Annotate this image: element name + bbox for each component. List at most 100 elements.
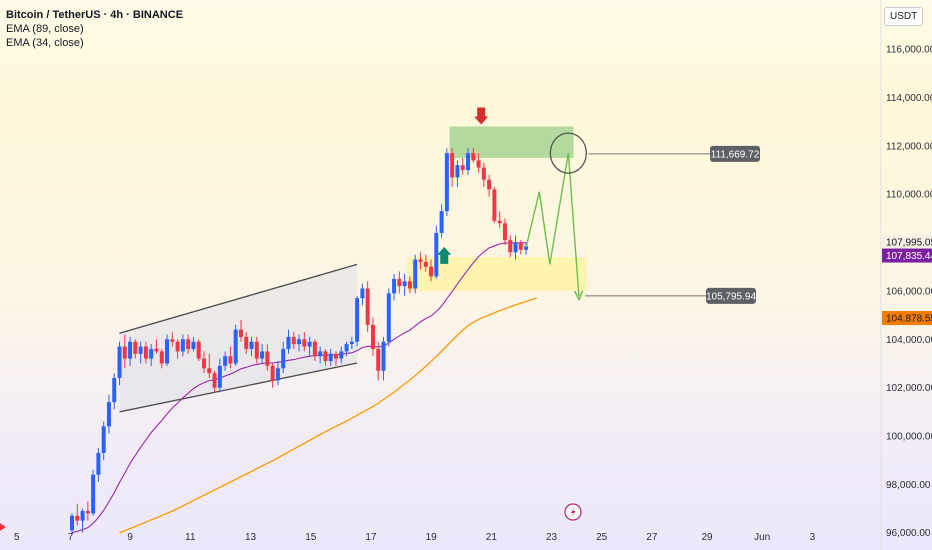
candle[interactable] [138, 341, 143, 364]
ema-89-legend[interactable]: EMA (89, close) [6, 23, 84, 35]
candle[interactable] [249, 336, 254, 357]
candle[interactable] [275, 361, 280, 386]
candle[interactable] [386, 288, 391, 347]
candle[interactable] [508, 235, 513, 258]
candle[interactable] [502, 218, 507, 245]
candle[interactable] [149, 344, 154, 366]
candle[interactable] [418, 252, 423, 270]
candle[interactable] [223, 351, 228, 371]
candle[interactable] [513, 235, 518, 260]
candle[interactable] [307, 336, 312, 357]
candle[interactable] [80, 508, 85, 533]
candle[interactable] [244, 332, 249, 354]
candle[interactable] [122, 334, 127, 369]
candle[interactable] [407, 276, 412, 294]
ema-34-line[interactable] [71, 242, 527, 534]
candle[interactable] [487, 174, 492, 197]
candle[interactable] [260, 344, 265, 364]
candle[interactable] [180, 334, 185, 357]
candle[interactable] [85, 501, 90, 521]
candle[interactable] [96, 448, 101, 482]
candle[interactable] [238, 319, 243, 342]
channel-upper-line[interactable] [119, 263, 358, 334]
candle[interactable] [128, 336, 133, 366]
candle[interactable] [117, 341, 122, 386]
channel-lower-line[interactable] [119, 362, 358, 413]
candle[interactable] [159, 348, 164, 369]
candle[interactable] [397, 271, 402, 294]
candle[interactable] [423, 254, 428, 272]
candle[interactable] [101, 421, 106, 461]
target-price-label[interactable]: 111,669.72 [710, 145, 760, 162]
candle[interactable] [439, 203, 444, 238]
candle[interactable] [265, 344, 270, 371]
candle[interactable] [106, 394, 111, 434]
candle[interactable] [518, 240, 523, 255]
candle[interactable] [154, 339, 159, 354]
candle[interactable] [286, 329, 291, 354]
candle[interactable] [233, 324, 238, 366]
candle[interactable] [323, 348, 328, 366]
candle[interactable] [133, 339, 138, 359]
support-price-label[interactable]: 105,795.94 [706, 287, 756, 304]
candle[interactable] [75, 503, 80, 526]
candle[interactable] [481, 162, 486, 187]
candle[interactable] [339, 346, 344, 364]
candle[interactable] [186, 334, 191, 354]
candle[interactable] [291, 332, 296, 349]
candle[interactable] [212, 370, 217, 393]
candle[interactable] [270, 363, 275, 388]
support-zone[interactable] [407, 257, 587, 291]
candle[interactable] [254, 336, 259, 364]
candle[interactable] [492, 186, 497, 224]
candle[interactable] [370, 317, 375, 357]
ema-34-legend[interactable]: EMA (34, close) [6, 37, 84, 49]
candle[interactable] [328, 348, 333, 366]
candle[interactable] [344, 341, 349, 357]
candle[interactable] [376, 341, 381, 381]
candle[interactable] [460, 157, 465, 175]
candle[interactable] [91, 469, 96, 516]
candle[interactable] [312, 339, 317, 362]
candle[interactable] [355, 295, 360, 347]
candle[interactable] [191, 336, 196, 352]
ema89-price-tag[interactable]: 104,878.55 [882, 311, 932, 326]
currency-selector[interactable]: USDT [884, 7, 924, 26]
candle[interactable] [471, 148, 476, 163]
target-circle[interactable] [549, 132, 587, 174]
candle[interactable] [455, 160, 460, 187]
ema34-price-tag[interactable]: 107,835.44 [882, 248, 932, 263]
candle[interactable] [381, 336, 386, 381]
candle[interactable] [297, 334, 302, 352]
candle[interactable] [434, 225, 439, 279]
candle[interactable] [170, 332, 175, 347]
candle[interactable] [392, 274, 397, 301]
candle[interactable] [112, 373, 117, 410]
candle[interactable] [413, 254, 418, 294]
candle[interactable] [466, 148, 470, 175]
candle[interactable] [196, 339, 201, 362]
candle[interactable] [202, 351, 206, 374]
candle[interactable] [302, 332, 307, 352]
candle[interactable] [217, 358, 222, 393]
candle[interactable] [165, 334, 170, 366]
candle[interactable] [334, 351, 338, 366]
candle[interactable] [450, 148, 455, 187]
candle[interactable] [281, 341, 286, 374]
candle[interactable] [476, 153, 481, 173]
candle[interactable] [143, 341, 148, 364]
candle[interactable] [349, 336, 354, 349]
candle[interactable] [497, 211, 502, 229]
candle[interactable] [70, 513, 74, 534]
ema-89-line[interactable] [119, 297, 537, 534]
candle[interactable] [207, 353, 212, 378]
candle[interactable] [228, 346, 233, 369]
candle[interactable] [360, 283, 365, 306]
candle[interactable] [175, 339, 180, 359]
candle[interactable] [444, 148, 449, 216]
projection-path[interactable] [525, 152, 579, 296]
candle[interactable] [318, 346, 323, 364]
candle[interactable] [365, 281, 370, 333]
candle[interactable] [402, 274, 407, 296]
